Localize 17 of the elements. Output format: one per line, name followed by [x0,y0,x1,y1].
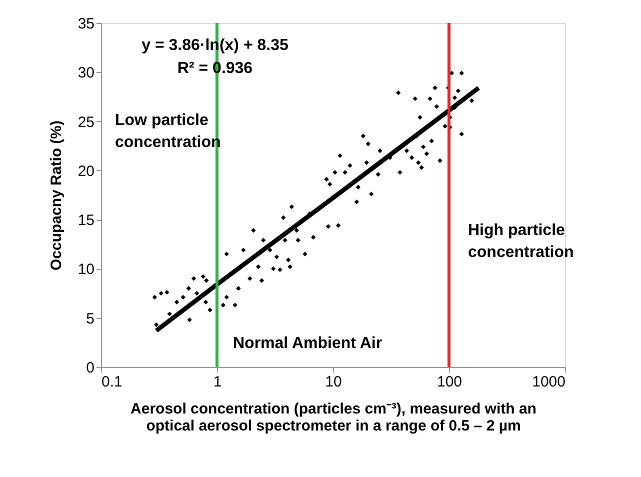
y-tick-label: 10 [78,261,94,278]
y-axis-title: Occupacny Ratio (%) [48,120,65,271]
y-tick-label: 30 [78,64,94,82]
y-tick-label: 20 [78,162,94,180]
y-tick-label: 25 [78,114,94,131]
x-tick-label: 1 [213,374,222,390]
y-tick-label: 5 [86,310,94,328]
x-tick-label: 1000 [532,374,566,390]
x-tick-label: 0.1 [102,374,122,390]
y-tick-label: 15 [78,212,94,230]
y-tick-label: 35 [78,16,94,32]
x-axis-title: Aerosol concentration (particles cm⁻³), measured with an optical aerosol spectrometer in a range of 0.5 – 2 µm [130,400,536,434]
x-tick-label: 10 [325,374,342,390]
annotation: Normal Ambient Air [233,335,382,352]
annotation: High particle concentration [468,222,574,261]
x-tick-label: 100 [436,374,462,390]
y-tick-label: 0 [86,360,94,376]
